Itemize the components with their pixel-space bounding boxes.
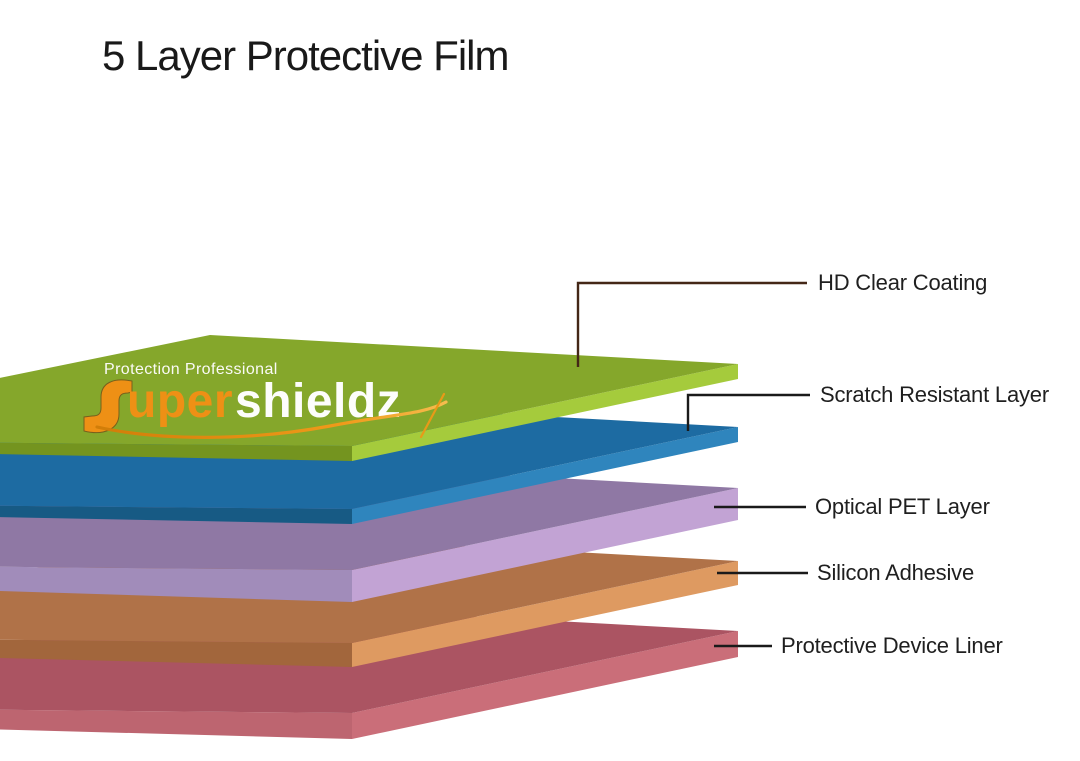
logo-brand-super: uper — [127, 375, 233, 428]
hd-clear-coating-callout-line — [576, 281, 807, 367]
silicon-adhesive-right-edge-face — [352, 561, 738, 667]
layer-label-optical-pet: Optical PET Layer — [815, 494, 990, 519]
scratch-resistant-layer-left-edge-face — [0, 505, 352, 524]
hd-clear-coating-left-edge-face — [0, 442, 352, 461]
optical-pet-layer-left-edge-face — [0, 566, 352, 602]
layer-label-hd-clear-coating: HD Clear Coating — [818, 270, 987, 295]
layer-label-scratch-resistant: Scratch Resistant Layer — [820, 382, 1049, 407]
hd-clear-coating-top-face — [0, 335, 738, 446]
callout-lines — [576, 281, 810, 648]
protective-device-liner-right-edge-face — [352, 631, 738, 739]
logo-brand-shieldz: shieldz — [235, 375, 401, 428]
page-title: 5 Layer Protective Film — [102, 32, 508, 79]
hd-clear-coating-right-edge-face — [352, 364, 738, 461]
brand-logo: Protection Professional uper shieldz — [83, 361, 448, 439]
protective-device-liner-left-edge-face — [0, 709, 352, 739]
layer-stack — [0, 335, 738, 739]
layer-label-silicon-adhesive: Silicon Adhesive — [817, 560, 974, 585]
logo-swoosh-tick — [419, 392, 446, 439]
layer-label-protective-device-liner: Protective Device Liner — [781, 633, 1003, 658]
layer-labels: HD Clear Coating Scratch Resistant Layer… — [781, 270, 1049, 658]
silicon-adhesive-left-edge-face — [0, 639, 352, 667]
scratch-resistant-layer-callout-line — [686, 393, 810, 431]
logo-swoosh — [95, 400, 448, 439]
scratch-resistant-layer-right-edge-face — [352, 427, 738, 524]
stylized-s-glyph — [83, 379, 133, 434]
logo-tagline: Protection Professional — [104, 361, 278, 378]
optical-pet-layer-right-edge-face — [352, 488, 738, 602]
